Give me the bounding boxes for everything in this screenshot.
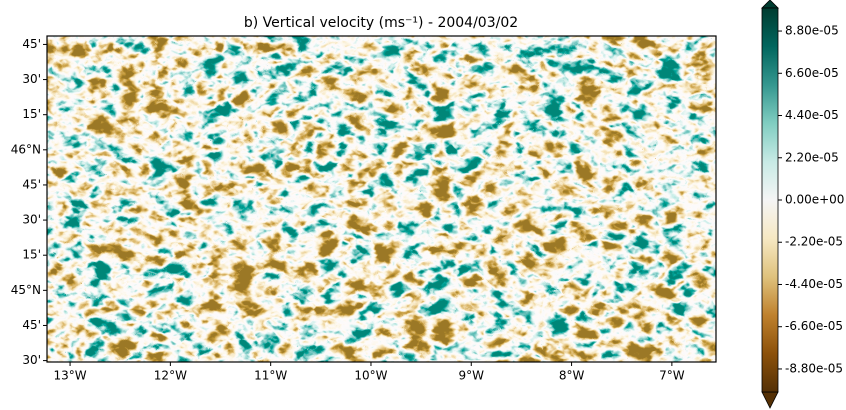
colorbar-tick-label: -6.60e-05 — [785, 319, 843, 333]
colorbar-tick-label: -4.40e-05 — [785, 277, 843, 291]
y-tick-label: 30' — [22, 72, 41, 86]
colorbar-extend-bottom — [761, 391, 779, 409]
x-tick-label: 9°W — [459, 369, 485, 383]
x-tick-label: 13°W — [53, 369, 86, 383]
colorbar-tick-label: -8.80e-05 — [785, 361, 843, 375]
plot-frame — [46, 35, 717, 363]
colorbar-tick-label: 0.00e+00 — [785, 193, 844, 207]
y-tick-label: 30' — [22, 353, 41, 367]
x-tick-label: 12°W — [154, 369, 187, 383]
y-tick-label: 30' — [22, 213, 41, 227]
y-tick-label: 45' — [22, 37, 41, 51]
x-tick-label: 7°W — [659, 369, 685, 383]
y-tick-label: 45°N — [11, 283, 41, 297]
colorbar-tick-label: 2.20e-05 — [785, 150, 839, 164]
colorbar-tick-label: 8.80e-05 — [785, 24, 839, 38]
colorbar-tick-label: 4.40e-05 — [785, 108, 839, 122]
colorbar — [761, 7, 779, 393]
y-tick-label: 15' — [22, 107, 41, 121]
y-tick-label: 45' — [22, 318, 41, 332]
y-tick-label: 45' — [22, 177, 41, 191]
colorbar-extend-top — [761, 0, 779, 9]
y-tick-label: 15' — [22, 248, 41, 262]
x-tick-label: 8°W — [559, 369, 585, 383]
colorbar-tick-label: -2.20e-05 — [785, 235, 843, 249]
velocity-field — [47, 36, 716, 362]
colorbar-tick-label: 6.60e-05 — [785, 66, 839, 80]
x-tick-label: 11°W — [254, 369, 287, 383]
x-tick-label: 10°W — [354, 369, 387, 383]
y-tick-label: 46°N — [11, 142, 41, 156]
chart-title: b) Vertical velocity (ms⁻¹) - 2004/03/02 — [244, 15, 518, 31]
